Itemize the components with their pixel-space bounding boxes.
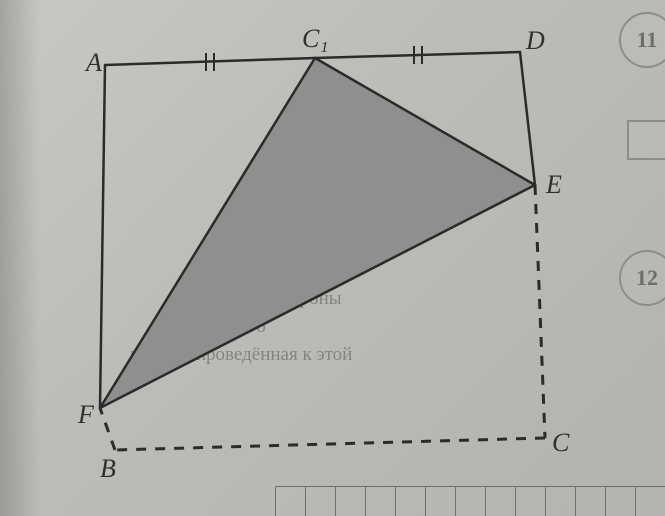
label-B: B [100, 456, 116, 482]
label-C: C [552, 430, 569, 456]
label-F: F [78, 402, 94, 428]
edge-A-C1 [105, 58, 315, 65]
answer-grid-row [275, 486, 665, 516]
label-D: D [526, 28, 545, 54]
edge-A-F [100, 65, 105, 408]
edge-E-C [535, 185, 545, 438]
edge-C1-D [315, 52, 520, 58]
shaded-triangle [100, 58, 535, 408]
label-E: E [546, 172, 562, 198]
edge-D-E [520, 52, 535, 185]
edge-C-B [115, 438, 545, 450]
label-A: A [86, 50, 102, 76]
edge-B-F [100, 408, 115, 450]
label-C1: C₁ [302, 26, 328, 52]
